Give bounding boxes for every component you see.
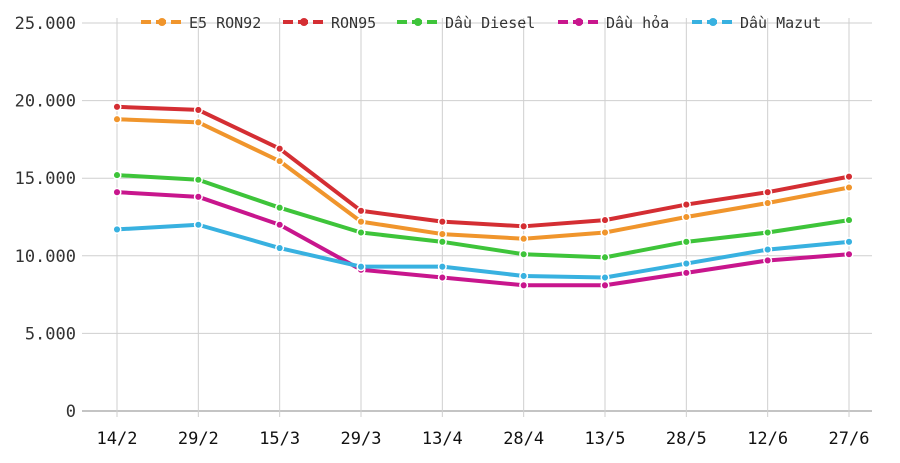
series-line [115, 104, 851, 229]
data-point [275, 203, 285, 213]
x-tick-label: 27/6 [829, 429, 870, 449]
data-point [763, 227, 773, 238]
data-point [275, 243, 285, 253]
data-point [600, 252, 610, 262]
legend-swatch-marker [575, 18, 583, 26]
series-lines [112, 102, 854, 290]
data-point [763, 245, 773, 255]
series-line [115, 173, 851, 260]
data-point [519, 249, 529, 259]
series-line [115, 117, 851, 241]
data-point [600, 227, 610, 238]
x-tick-label: 12/6 [747, 429, 788, 449]
x-tick-label: 28/4 [503, 429, 544, 449]
data-point [356, 217, 366, 227]
legend-swatch-marker [300, 18, 308, 26]
data-point [193, 105, 203, 115]
x-tick-label: 14/2 [97, 429, 138, 449]
data-point [844, 182, 854, 193]
data-point [600, 280, 610, 290]
data-point [763, 187, 773, 197]
legend-swatch-marker [709, 18, 717, 26]
data-point [193, 117, 203, 127]
data-point [193, 192, 203, 202]
legend-label: Dầu Mazut [740, 14, 821, 32]
series-1 [112, 102, 854, 231]
y-axis-ticks: 0 5.000 10.000 15.000 20.000 25.000 [15, 14, 76, 422]
data-point [275, 220, 285, 230]
x-tick-label: 29/3 [341, 429, 382, 449]
legend-label: Dầu Diesel [445, 14, 535, 32]
grid-lines [82, 18, 872, 417]
series-line [115, 222, 851, 280]
legend-item: E5 RON92 [141, 14, 261, 32]
y-tick-label: 5.000 [25, 324, 76, 344]
legend-swatch-marker [414, 18, 422, 26]
data-point [437, 262, 447, 272]
data-point [681, 200, 691, 210]
x-tick-label: 28/5 [666, 429, 707, 449]
data-point [356, 206, 366, 216]
legend-swatch-marker [158, 18, 166, 26]
series-2 [112, 170, 854, 262]
data-point [681, 268, 691, 278]
data-point [844, 249, 854, 259]
x-axis-ticks: 14/2 29/2 15/3 29/3 13/4 28/4 13/5 28/5 12/6 27/6 [97, 429, 870, 449]
x-tick-label: 29/2 [178, 429, 219, 449]
data-point [681, 259, 691, 269]
data-point [600, 272, 610, 283]
data-point [844, 215, 854, 225]
legend-item: Dầu hỏa [558, 14, 669, 32]
x-tick-label: 15/3 [259, 429, 300, 449]
y-tick-label: 15.000 [15, 169, 76, 189]
x-tick-label: 13/5 [585, 429, 626, 449]
series-0 [112, 114, 854, 244]
y-tick-label: 20.000 [15, 92, 76, 112]
series-4 [112, 220, 854, 283]
data-point [519, 280, 529, 290]
data-point [681, 212, 691, 222]
data-point [112, 114, 122, 124]
data-point [763, 255, 773, 266]
data-point [844, 172, 854, 182]
data-point [600, 215, 610, 225]
data-point [437, 229, 447, 239]
legend-item: Dầu Diesel [397, 14, 535, 32]
y-tick-label: 25.000 [15, 14, 76, 34]
data-point [356, 227, 366, 238]
data-point [437, 237, 447, 247]
legend-label: RON95 [331, 14, 376, 32]
data-point [519, 221, 529, 231]
data-point [193, 175, 203, 185]
data-point [275, 156, 285, 166]
series-3 [112, 187, 854, 290]
data-point [112, 170, 122, 180]
y-tick-label: 0 [66, 402, 76, 422]
data-point [112, 187, 122, 197]
data-point [763, 198, 773, 208]
x-tick-label: 13/4 [422, 429, 463, 449]
data-point [519, 271, 529, 281]
legend-label: Dầu hỏa [606, 14, 669, 32]
legend-item: Dầu Mazut [692, 14, 821, 32]
data-point [844, 237, 854, 247]
data-point [356, 262, 366, 272]
data-point [112, 224, 122, 234]
legend: E5 RON92 RON95 Dầu Diesel Dầu hỏa Dầu Mazut [141, 14, 821, 32]
data-point [681, 237, 691, 247]
data-point [437, 272, 447, 283]
data-point [519, 234, 529, 244]
data-point [275, 144, 285, 154]
data-point [193, 220, 203, 230]
legend-label: E5 RON92 [189, 14, 261, 32]
legend-item: RON95 [283, 14, 376, 32]
data-point [437, 217, 447, 227]
data-point [112, 102, 122, 112]
series-line [115, 190, 851, 288]
y-tick-label: 10.000 [15, 247, 76, 267]
